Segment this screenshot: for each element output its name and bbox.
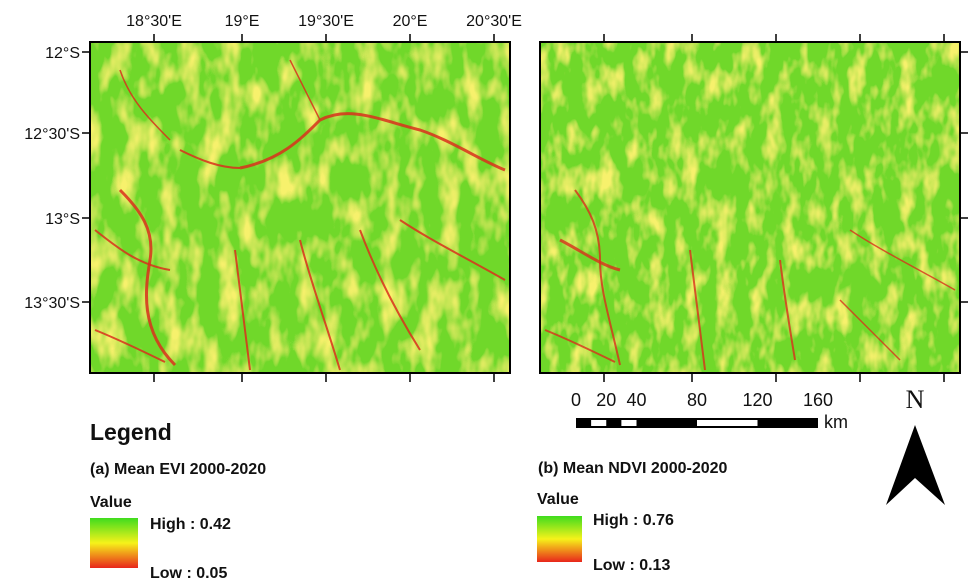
lon-tick-label: 20°30'E [466, 13, 522, 30]
scale-bar-segment [697, 420, 758, 426]
scale-tick-label: 160 [803, 390, 833, 410]
legend-ramp [90, 518, 138, 568]
legend-high: High : 0.42 [150, 516, 231, 533]
low-value-channels [544, 189, 956, 371]
lat-tick-label: 12°30'S [24, 126, 80, 143]
ndvi-raster [540, 42, 960, 373]
scale-tick-label: 80 [687, 390, 707, 410]
lon-tick-label: 19°E [225, 13, 260, 30]
legend-value-label: Value [537, 491, 579, 508]
lat-tick-label: 13°S [45, 211, 80, 228]
scale-unit: km [824, 412, 848, 432]
legend-high: High : 0.76 [593, 512, 674, 529]
panel-frame [89, 41, 511, 374]
panel-frame [539, 41, 961, 374]
scale-bar-segment [621, 420, 637, 426]
lon-tick-label: 20°E [393, 13, 428, 30]
lon-tick-label: 19°30'E [298, 13, 354, 30]
north-arrow [886, 425, 945, 505]
scale-bar-segment [591, 420, 607, 426]
legend-low: Low : 0.13 [593, 557, 670, 574]
legend-title: Legend [90, 419, 172, 445]
legend-panel-a-title: (a) Mean EVI 2000-2020 [90, 461, 266, 478]
panel-b [539, 41, 961, 374]
legend-value-label: Value [90, 494, 132, 511]
legend-panel-b-title: (b) Mean NDVI 2000-2020 [538, 460, 728, 477]
lon-tick-label: 18°30'E [126, 13, 182, 30]
north-label: N [906, 385, 925, 414]
panel-a [89, 41, 511, 374]
low-value-channels [94, 59, 506, 371]
scale-tick-label: 0 [571, 390, 581, 410]
lat-tick-label: 12°S [45, 45, 80, 62]
legend-low: Low : 0.05 [150, 565, 227, 580]
legend-ramp [537, 516, 582, 562]
scale-tick-label: 120 [742, 390, 772, 410]
scale-tick-label: 40 [626, 390, 646, 410]
scale-tick-label: 20 [596, 390, 616, 410]
evi-raster [90, 42, 510, 373]
lat-tick-label: 13°30'S [24, 295, 80, 312]
